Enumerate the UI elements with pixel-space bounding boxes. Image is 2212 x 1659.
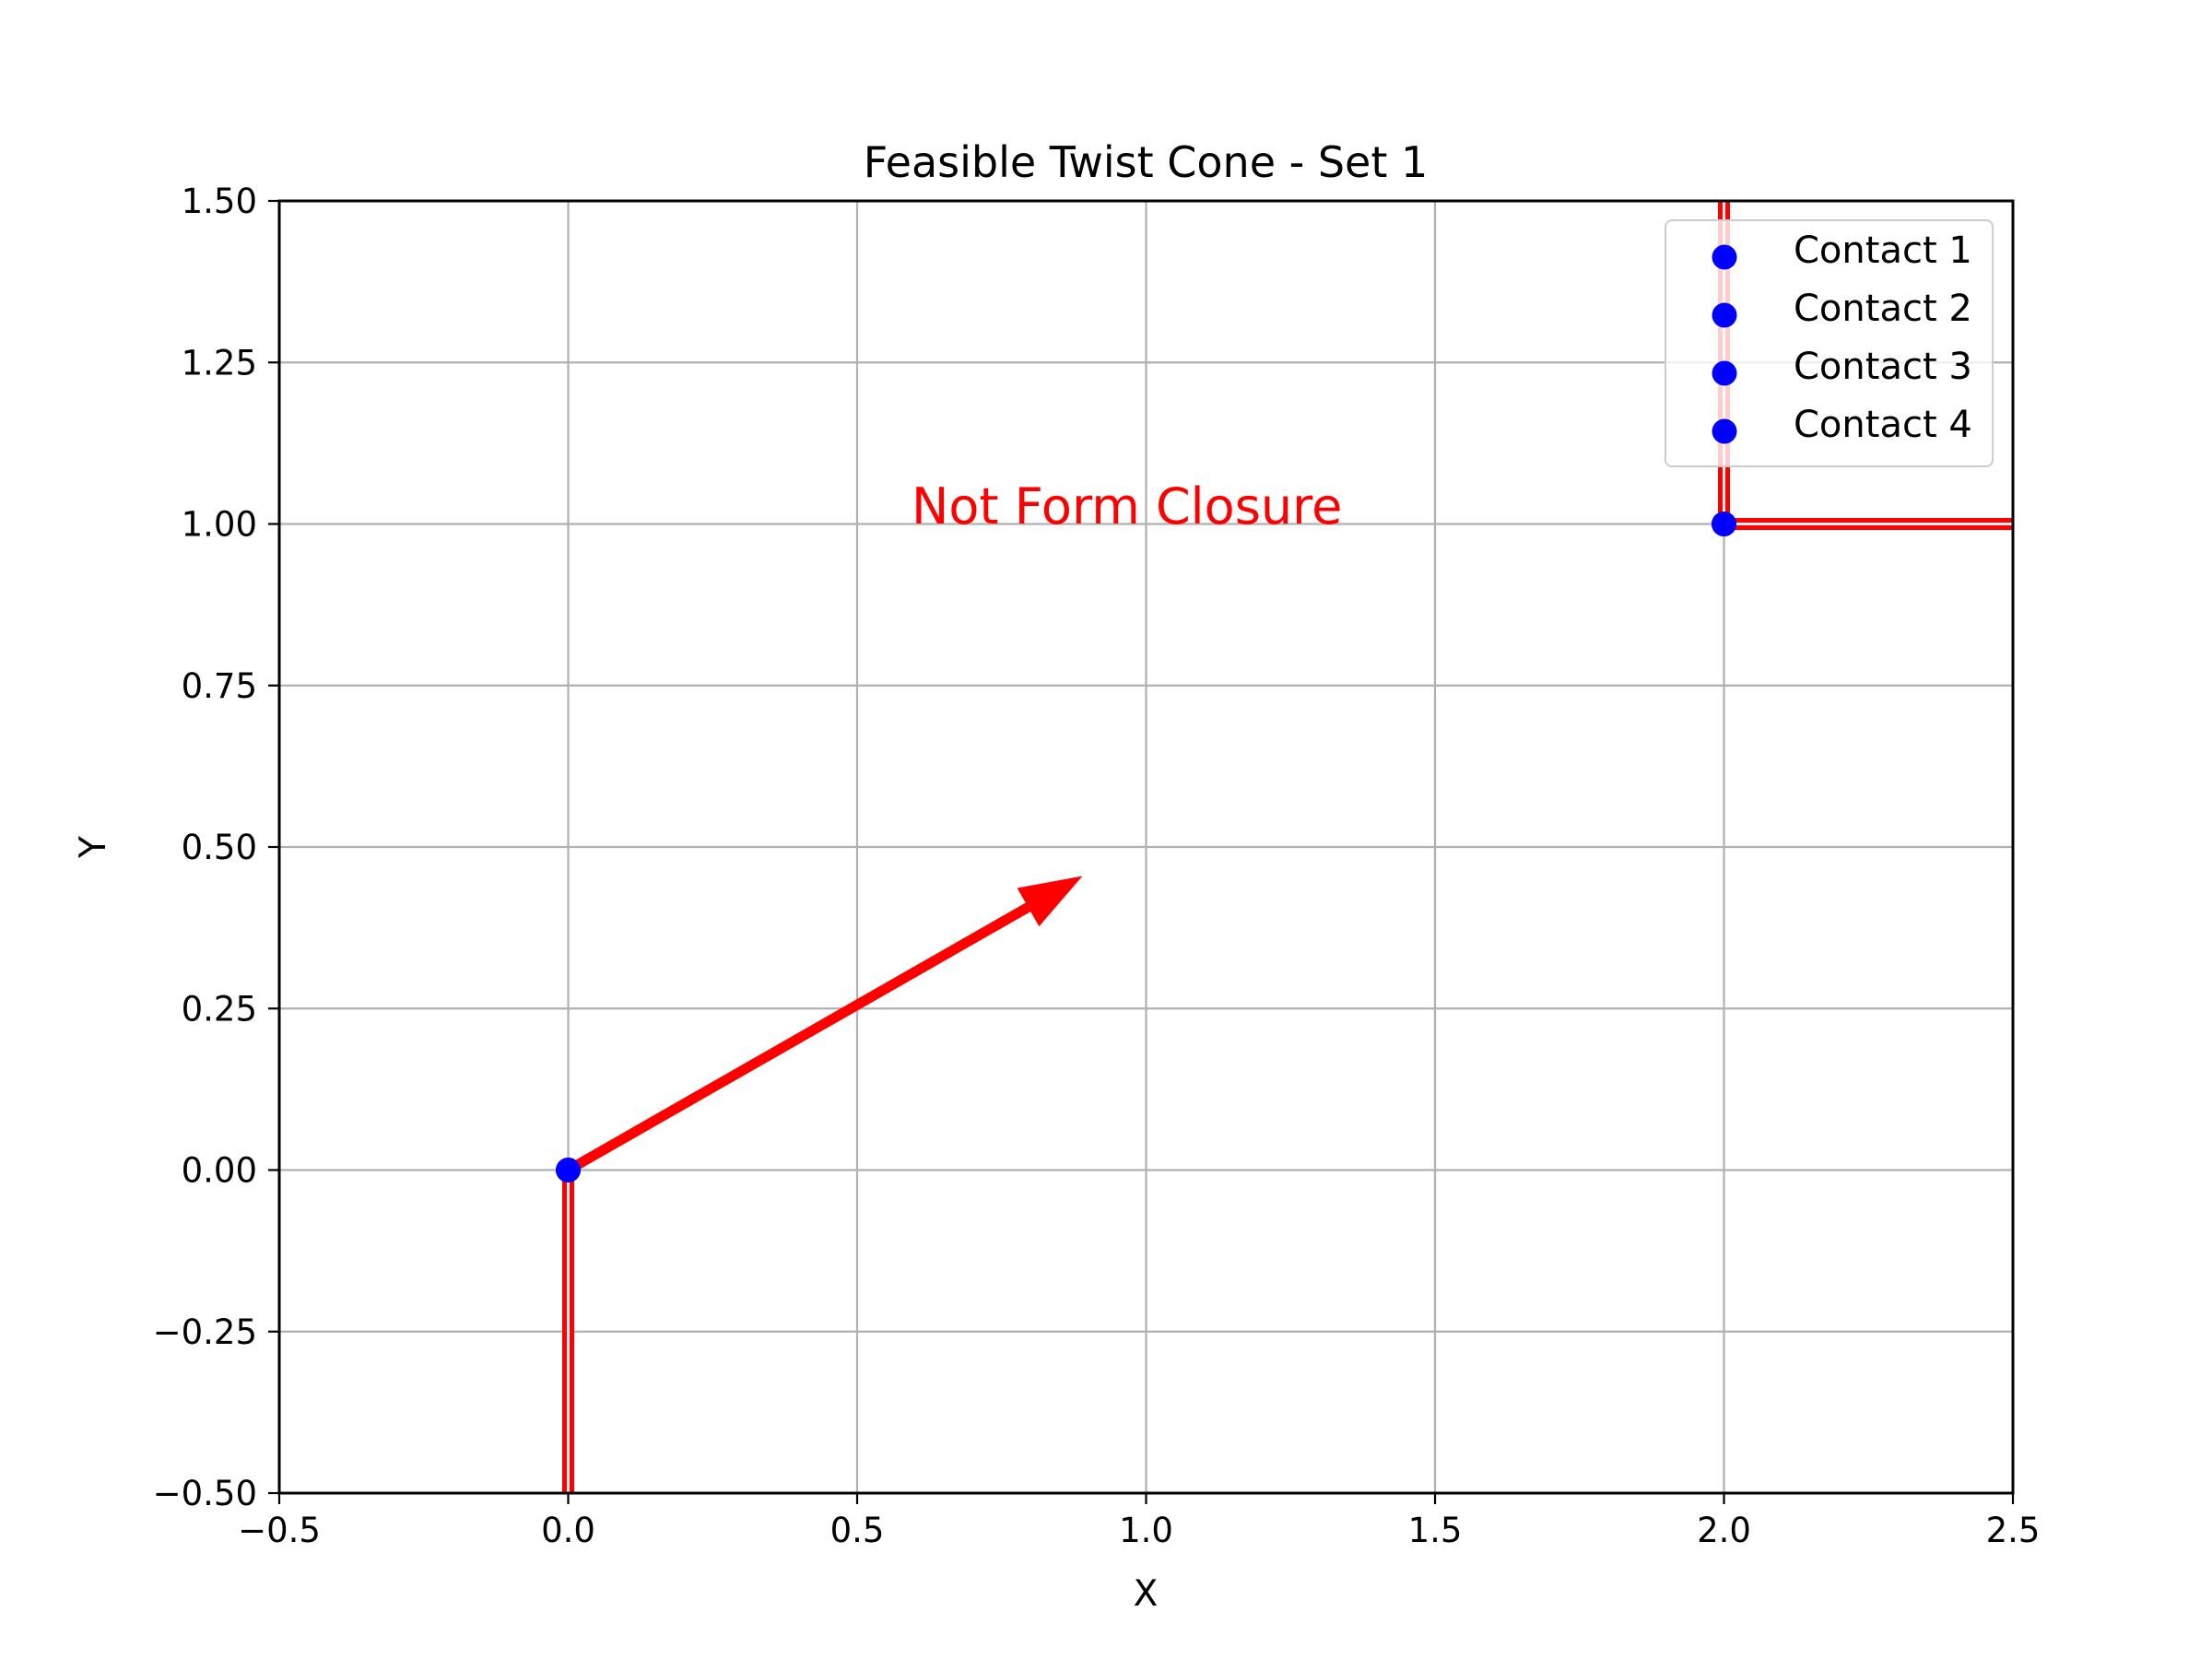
x-tick-label: 2.0 — [1697, 1511, 1751, 1550]
contact-point — [556, 1158, 581, 1182]
y-axis-title: Y — [73, 836, 114, 859]
y-tick-label: −0.50 — [153, 1474, 257, 1513]
y-tick-label: 0.75 — [182, 666, 257, 706]
legend-marker — [1712, 418, 1737, 444]
y-tick-label: 1.25 — [182, 343, 257, 382]
legend-marker — [1712, 360, 1737, 386]
legend-label: Contact 1 — [1794, 229, 1972, 272]
x-tick-label: 0.5 — [830, 1511, 885, 1550]
x-tick-label: 1.5 — [1408, 1511, 1463, 1550]
chart-title: Feasible Twist Cone - Set 1 — [864, 137, 1429, 187]
x-tick-label: 1.0 — [1119, 1511, 1173, 1550]
legend-marker — [1712, 302, 1737, 328]
x-tick-label: −0.5 — [238, 1511, 321, 1550]
contact-point — [1712, 512, 1736, 536]
y-tick-label: 0.50 — [182, 828, 257, 867]
x-tick-label: 2.5 — [1986, 1511, 2041, 1550]
y-tick-label: −0.25 — [153, 1312, 257, 1352]
y-tick-label: 0.00 — [182, 1151, 257, 1191]
legend-label: Contact 3 — [1794, 346, 1972, 388]
y-tick-label: 1.50 — [182, 182, 257, 221]
x-tick-label: 0.0 — [541, 1511, 595, 1550]
legend-box — [1665, 219, 1994, 467]
legend-marker — [1712, 244, 1737, 270]
x-axis-title: X — [1134, 1573, 1159, 1615]
y-tick-label: 1.00 — [182, 505, 257, 545]
y-tick-label: 0.25 — [182, 989, 257, 1029]
twist-arrow — [565, 876, 1083, 1175]
annotation-not-form-closure: Not Form Closure — [912, 477, 1342, 535]
legend: Contact 1 Contact 2 Contact 3 Contact 4 — [1665, 219, 1994, 467]
ticks: −0.5 0.0 0.5 1.0 1.5 2.0 2.5 −0.50 −0.25 0.00 0.25… — [153, 182, 2041, 1550]
legend-label: Contact 4 — [1794, 404, 1972, 446]
legend-label: Contact 2 — [1794, 288, 1972, 330]
